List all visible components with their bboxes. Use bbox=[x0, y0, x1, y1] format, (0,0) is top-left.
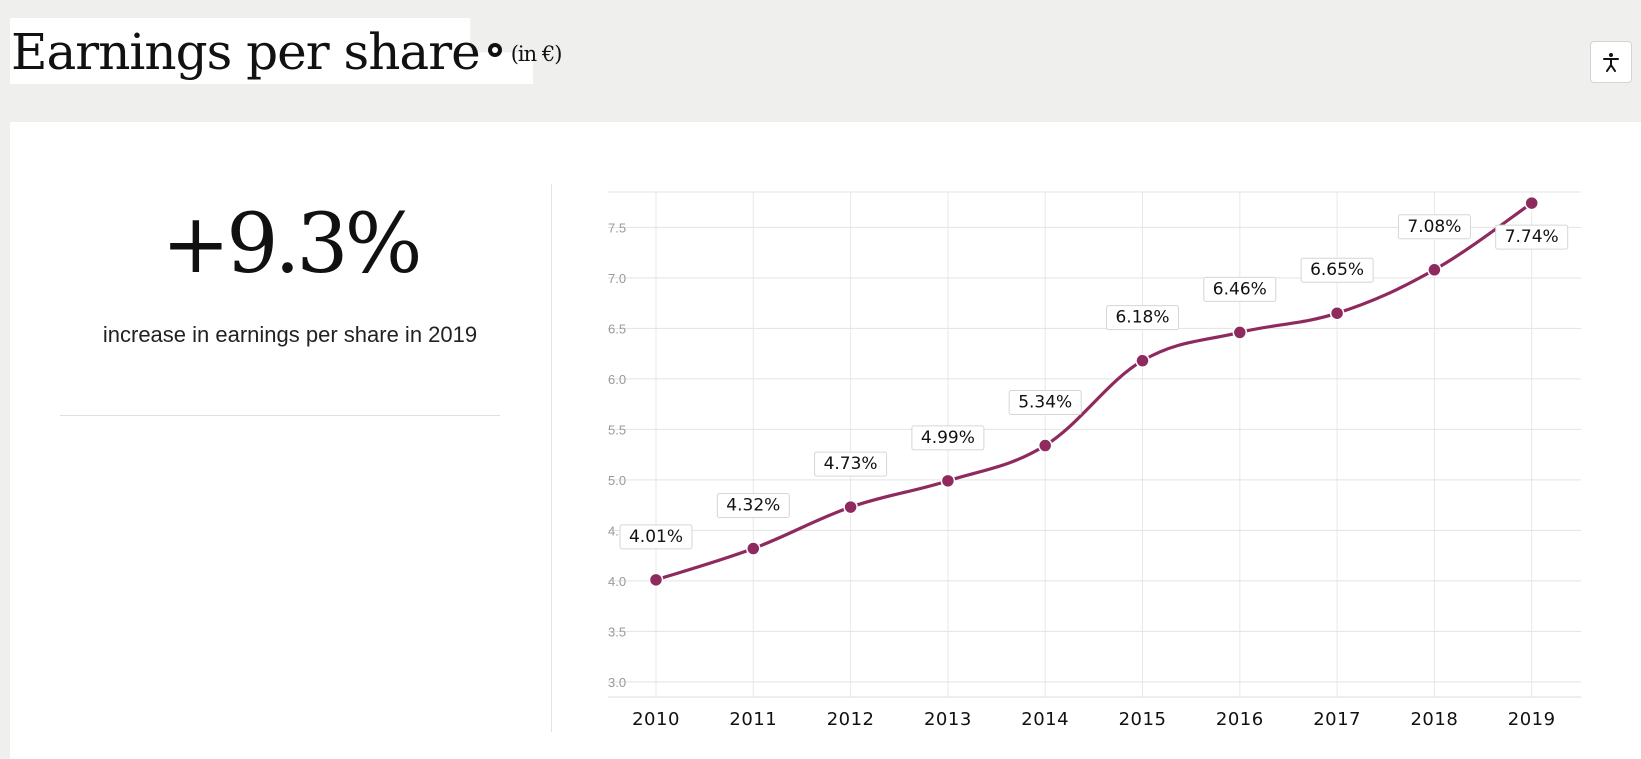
data-label: 6.65% bbox=[1310, 260, 1364, 280]
data-label: 4.73% bbox=[824, 454, 878, 474]
data-label: 4.32% bbox=[726, 496, 780, 516]
data-label: 7.08% bbox=[1407, 217, 1461, 237]
highlight-caption: increase in earnings per share in 2019 bbox=[102, 322, 478, 347]
data-point bbox=[1427, 262, 1442, 278]
data-label: 7.74% bbox=[1505, 227, 1559, 247]
data-point bbox=[940, 473, 956, 489]
data-label-box bbox=[911, 425, 985, 451]
series-line bbox=[654, 201, 1534, 582]
data-point bbox=[1037, 438, 1053, 453]
data-label: 6.18% bbox=[1115, 308, 1169, 328]
y-tick-label: 6.0 bbox=[608, 372, 626, 387]
info-icon[interactable] bbox=[487, 43, 502, 57]
data-label: 4.01% bbox=[629, 527, 683, 547]
data-point bbox=[1135, 353, 1150, 368]
vertical-divider bbox=[551, 184, 552, 732]
data-label-box bbox=[619, 524, 693, 550]
x-tick-label: 2010 bbox=[632, 709, 680, 730]
x-tick-label: 2015 bbox=[1119, 709, 1167, 730]
accessibility-button[interactable] bbox=[1590, 41, 1632, 83]
header-title-background bbox=[10, 18, 533, 84]
content-card: +9.3% increase in earnings per share in … bbox=[10, 122, 1641, 759]
data-point bbox=[746, 541, 761, 556]
data-label-box bbox=[1008, 390, 1082, 416]
data-point bbox=[1232, 325, 1248, 340]
accessibility-icon bbox=[1603, 53, 1619, 72]
y-tick-label: 4.0 bbox=[608, 574, 626, 589]
divider bbox=[60, 415, 500, 416]
data-label: 5.34% bbox=[1018, 393, 1072, 413]
data-label-box bbox=[814, 451, 888, 477]
data-label-box bbox=[1397, 214, 1471, 240]
data-point bbox=[648, 572, 664, 588]
unit-label: (in €) bbox=[510, 42, 563, 66]
data-label-box bbox=[1106, 305, 1179, 331]
data-label-box bbox=[1495, 224, 1569, 250]
x-tick-label: 2013 bbox=[924, 709, 972, 730]
x-tick-label: 2014 bbox=[1021, 709, 1069, 730]
data-point bbox=[1329, 305, 1345, 321]
y-tick-label: 5.0 bbox=[608, 473, 626, 488]
y-tick-label: 3.5 bbox=[608, 624, 626, 639]
page-title-text: Earnings per share bbox=[11, 23, 481, 81]
page-title: Earnings per share (in €) bbox=[11, 23, 563, 84]
data-point bbox=[1524, 195, 1539, 211]
x-tick-label: 2011 bbox=[729, 709, 777, 730]
x-tick-label: 2018 bbox=[1410, 709, 1458, 730]
x-tick-label: 2016 bbox=[1216, 709, 1264, 730]
highlight-value: +9.3% bbox=[161, 197, 422, 292]
data-label-box bbox=[1300, 257, 1374, 283]
data-label-box bbox=[716, 493, 790, 519]
data-label: 4.99% bbox=[921, 428, 975, 448]
y-tick-label: 7.0 bbox=[608, 271, 626, 286]
data-label: 6.46% bbox=[1213, 279, 1267, 299]
x-tick-label: 2019 bbox=[1508, 709, 1556, 730]
y-tick-label: 3.0 bbox=[608, 675, 626, 690]
y-tick-label: 7.5 bbox=[608, 220, 626, 235]
x-tick-label: 2017 bbox=[1313, 709, 1361, 730]
y-tick-label: 5.5 bbox=[608, 422, 626, 437]
data-point bbox=[843, 499, 858, 515]
data-label-box bbox=[1203, 276, 1277, 302]
y-tick-label: 6.5 bbox=[608, 321, 626, 336]
x-tick-label: 2012 bbox=[827, 709, 875, 730]
